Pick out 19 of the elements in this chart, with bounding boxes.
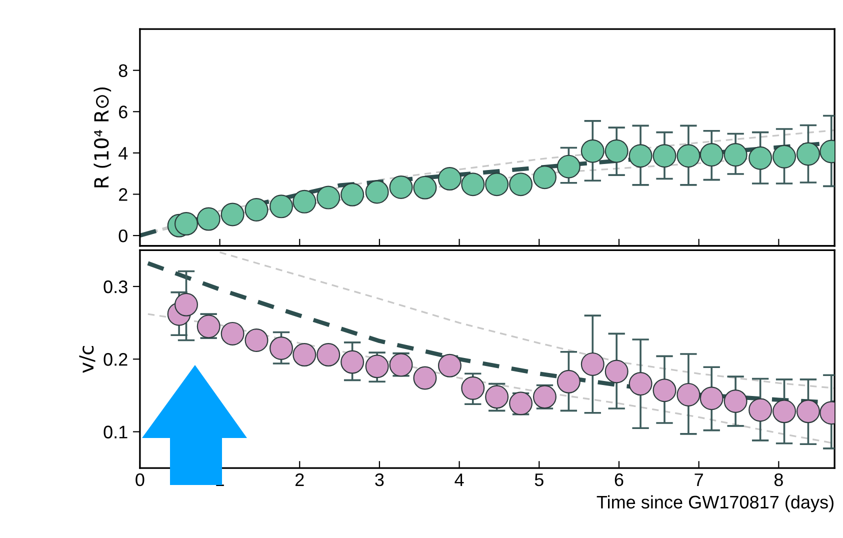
y-tick-label: 0.1 <box>104 426 128 438</box>
y-tick-label: 2 <box>119 188 128 201</box>
y-tick-label: 8 <box>118 64 128 78</box>
y-axis-title: R (10⁴ R⊙) <box>94 87 112 188</box>
x-tick-label: 2 <box>296 473 304 486</box>
y-tick-label: 0.3 <box>104 280 128 294</box>
y-axis-title: v/c <box>79 346 96 373</box>
y-tick-label: 0 <box>118 229 128 242</box>
x-tick-label: 4 <box>454 474 464 486</box>
x-tick-label: 5 <box>534 474 544 486</box>
y-tick-label: 6 <box>119 106 128 118</box>
x-tick-label: 0 <box>136 473 144 486</box>
y-tick-label: 0.2 <box>104 353 128 366</box>
x-axis-title: Time since GW170817 (days) <box>596 495 834 512</box>
x-tick-label: 6 <box>614 473 624 486</box>
x-tick-label: 7 <box>694 474 703 486</box>
y-tick-label: 4 <box>118 147 128 160</box>
x-tick-label: 8 <box>774 473 783 486</box>
x-tick-label: 3 <box>375 473 384 486</box>
